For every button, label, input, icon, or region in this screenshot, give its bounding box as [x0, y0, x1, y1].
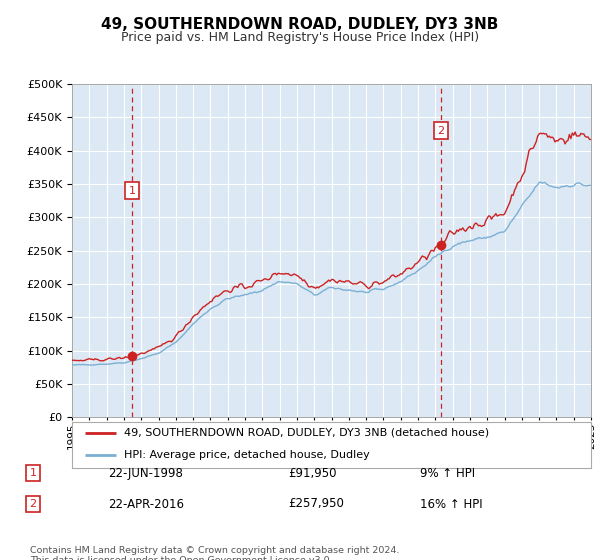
Text: Price paid vs. HM Land Registry's House Price Index (HPI): Price paid vs. HM Land Registry's House …: [121, 31, 479, 44]
Text: 49, SOUTHERNDOWN ROAD, DUDLEY, DY3 3NB (detached house): 49, SOUTHERNDOWN ROAD, DUDLEY, DY3 3NB (…: [124, 428, 489, 438]
Text: 2: 2: [29, 499, 37, 509]
Text: 49, SOUTHERNDOWN ROAD, DUDLEY, DY3 3NB: 49, SOUTHERNDOWN ROAD, DUDLEY, DY3 3NB: [101, 17, 499, 32]
Text: 1: 1: [29, 468, 37, 478]
Text: HPI: Average price, detached house, Dudley: HPI: Average price, detached house, Dudl…: [124, 450, 370, 460]
Text: 22-APR-2016: 22-APR-2016: [108, 497, 184, 511]
Text: 2: 2: [437, 125, 444, 136]
Text: 9% ↑ HPI: 9% ↑ HPI: [420, 466, 475, 480]
Text: 22-JUN-1998: 22-JUN-1998: [108, 466, 183, 480]
Text: £257,950: £257,950: [288, 497, 344, 511]
Text: 1: 1: [128, 185, 136, 195]
Text: £91,950: £91,950: [288, 466, 337, 480]
Text: 16% ↑ HPI: 16% ↑ HPI: [420, 497, 482, 511]
Text: Contains HM Land Registry data © Crown copyright and database right 2024.
This d: Contains HM Land Registry data © Crown c…: [30, 546, 400, 560]
